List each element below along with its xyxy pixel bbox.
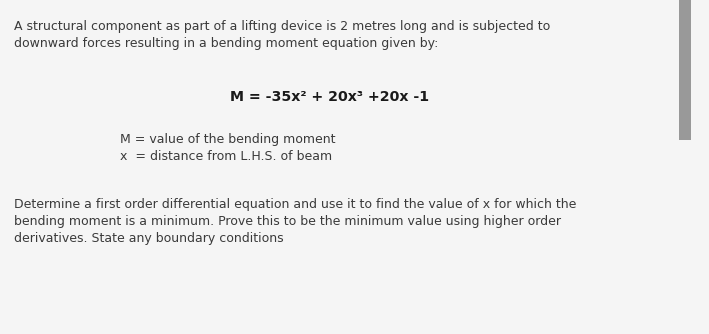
Text: downward forces resulting in a bending moment equation given by:: downward forces resulting in a bending m… — [14, 37, 438, 50]
FancyBboxPatch shape — [679, 0, 691, 140]
Text: Determine a first order differential equation and use it to find the value of x : Determine a first order differential equ… — [14, 198, 576, 211]
Text: M = value of the bending moment: M = value of the bending moment — [120, 133, 335, 146]
Text: bending moment is a minimum. Prove this to be the minimum value using higher ord: bending moment is a minimum. Prove this … — [14, 215, 561, 228]
Text: A structural component as part of a lifting device is 2 metres long and is subje: A structural component as part of a lift… — [14, 20, 550, 33]
Text: M = -35x² + 20x³ +20x -1: M = -35x² + 20x³ +20x -1 — [230, 90, 430, 104]
Text: x  = distance from L.H.S. of beam: x = distance from L.H.S. of beam — [120, 150, 332, 163]
Text: derivatives. State any boundary conditions: derivatives. State any boundary conditio… — [14, 232, 284, 245]
